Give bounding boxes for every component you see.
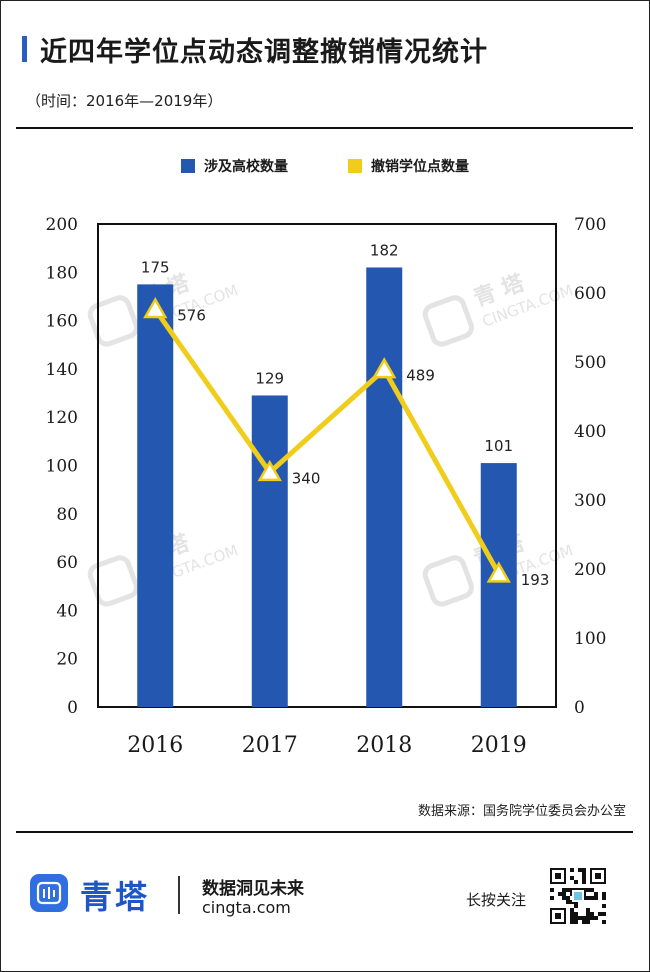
- footer-brand: 青塔: [80, 878, 151, 916]
- footer-divider-line: [16, 831, 633, 833]
- legend-swatch-line: [348, 159, 362, 173]
- bar-2018: [366, 267, 403, 707]
- plot-frame: [97, 223, 557, 708]
- line-point-2019: [486, 561, 511, 583]
- y-left-tick-7: 140: [46, 360, 78, 380]
- y-right-tick-0: 0: [574, 698, 585, 718]
- bar-label-2017: 129: [255, 369, 284, 387]
- chart-legend: 涉及高校数量 撤销学位点数量: [0, 156, 650, 176]
- x-tick-2019: 2019: [471, 733, 527, 758]
- line-label-2016: 576: [177, 307, 206, 325]
- line-point-2018: [372, 357, 397, 379]
- press-to-follow-label: 长按关注: [466, 891, 527, 909]
- y-left-tick-5: 100: [46, 457, 78, 477]
- line-point-2016: [143, 297, 168, 319]
- bar-2019: [480, 463, 517, 707]
- line-point-2017: [257, 459, 282, 482]
- bar-label-2019: 101: [484, 437, 513, 455]
- y-right-tick-3: 300: [574, 491, 606, 511]
- page-subtitle: （时间：2016年—2019年）: [26, 92, 223, 110]
- line-label-2017: 340: [292, 469, 321, 487]
- footer-site[interactable]: cingta.com: [202, 898, 291, 917]
- legend-item-bars: 涉及高校数量: [181, 156, 288, 176]
- line-label-2018: 489: [406, 367, 435, 385]
- y-left-tick-9: 180: [46, 263, 78, 283]
- legend-label-bars: 涉及高校数量: [204, 159, 288, 175]
- footer-vertical-divider: [178, 876, 180, 914]
- bar-2017: [251, 395, 288, 707]
- y-right-tick-1: 100: [574, 629, 606, 649]
- y-left-tick-3: 60: [56, 553, 78, 573]
- page-title: 近四年学位点动态调整撤销情况统计: [40, 37, 488, 68]
- data-source: 数据来源：国务院学位委员会办公室: [417, 804, 626, 819]
- y-left-tick-2: 40: [56, 601, 78, 621]
- y-right-tick-7: 700: [574, 215, 606, 235]
- qr-code-icon[interactable]: [550, 868, 606, 924]
- line-label-2019: 193: [521, 571, 550, 589]
- y-left-tick-10: 200: [46, 215, 78, 235]
- legend-label-line: 撤销学位点数量: [371, 159, 469, 175]
- y-left-tick-4: 80: [56, 505, 78, 525]
- cingta-logo-icon: [30, 874, 68, 912]
- y-right-tick-2: 200: [574, 560, 606, 580]
- legend-item-line: 撤销学位点数量: [348, 156, 469, 176]
- x-tick-2016: 2016: [127, 733, 183, 758]
- y-left-tick-1: 20: [56, 650, 78, 670]
- bar-label-2018: 182: [370, 241, 399, 259]
- title-accent-bar: [22, 36, 27, 62]
- y-right-tick-6: 600: [574, 284, 606, 304]
- legend-swatch-bars: [181, 159, 195, 173]
- y-right-tick-4: 400: [574, 422, 606, 442]
- header-divider: [16, 127, 633, 129]
- line-series: [153, 308, 501, 576]
- y-left-tick-0: 0: [67, 698, 78, 718]
- y-right-tick-5: 500: [574, 353, 606, 373]
- bar-label-2016: 175: [141, 258, 170, 276]
- footer-slogan: 数据洞见未来: [202, 879, 304, 899]
- y-left-tick-6: 120: [46, 408, 78, 428]
- bar-2016: [137, 284, 174, 707]
- x-tick-2017: 2017: [242, 733, 298, 758]
- y-left-tick-8: 160: [46, 312, 78, 332]
- x-tick-2018: 2018: [356, 733, 412, 758]
